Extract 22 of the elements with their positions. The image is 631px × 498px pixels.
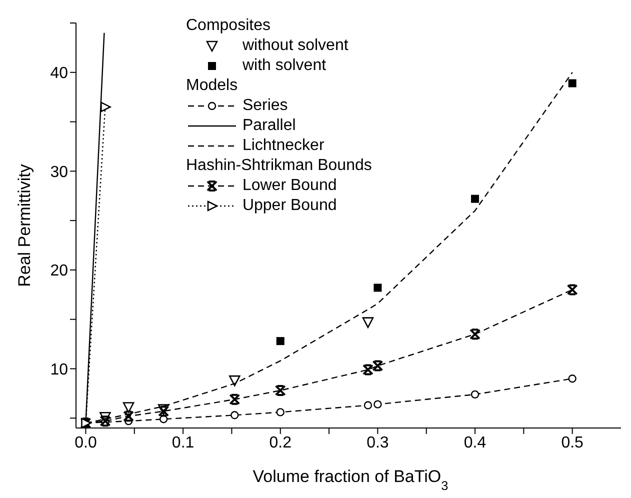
annotation: Hashin-Shtrikman Bounds (186, 156, 372, 176)
legend-label: Lower Bound (242, 177, 337, 194)
legend-label: Parallel (242, 117, 296, 134)
legend-label: without solvent (242, 37, 348, 54)
legend-title: Composites (186, 16, 272, 36)
x-tick-label: 0.1 (172, 434, 194, 452)
y-axis-title: Real Permittivity (15, 164, 34, 287)
y-tick-label: 10 (50, 361, 68, 378)
x-tick-label: 0.0 (74, 434, 97, 452)
y-tick-label: 20 (50, 262, 68, 280)
legend-label: Series (242, 97, 288, 114)
x-tick-label: 0.2 (269, 434, 292, 452)
y-tick-label: 40 (50, 65, 68, 82)
y-tick-label: 30 (50, 164, 68, 181)
x-tick-label: 0.4 (464, 434, 486, 452)
x-axis-title: Volume fraction of BaTiO$_{3}$ (252, 467, 448, 492)
legend-label: Upper Bound (242, 197, 337, 214)
x-tick-label: 0.3 (366, 434, 389, 452)
annotation: Models (186, 76, 239, 96)
legend-label: with solvent (242, 57, 326, 74)
legend-label: Lichtnecker (242, 137, 324, 154)
x-tick-label: 0.5 (561, 434, 584, 452)
